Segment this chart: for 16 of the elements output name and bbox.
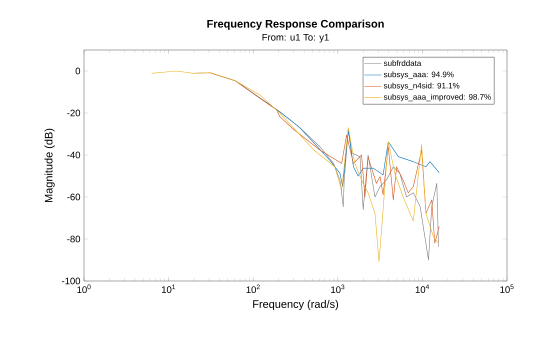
y-tick-label: -100 xyxy=(62,278,80,284)
y-tick-label: -80 xyxy=(67,236,80,242)
x-axis-title: Frequency (rad/s) xyxy=(253,300,338,310)
x-tick-label: 10$^{5}$ xyxy=(500,284,514,293)
x-tick-label: 10$^{1}$ xyxy=(162,284,176,293)
y-tick-label: 0 xyxy=(76,68,80,74)
x-tick-label: 10$^{2}$ xyxy=(246,284,260,294)
x-tick-label: 10$^{0}$ xyxy=(77,284,91,294)
y-tick-label: -60 xyxy=(67,194,80,200)
y-tick-label: -20 xyxy=(67,110,80,116)
y-axis-title: Magnitude (dB) xyxy=(44,128,55,202)
x-tick-label: 10$^{4}$ xyxy=(416,284,430,293)
chart-subtitle: From: u1 To: y1 xyxy=(262,34,329,42)
x-tick-label: 10$^{3}$ xyxy=(331,284,344,294)
y-tick-label: -40 xyxy=(67,152,80,158)
chart-title: Frequency Response Comparison xyxy=(207,20,384,30)
